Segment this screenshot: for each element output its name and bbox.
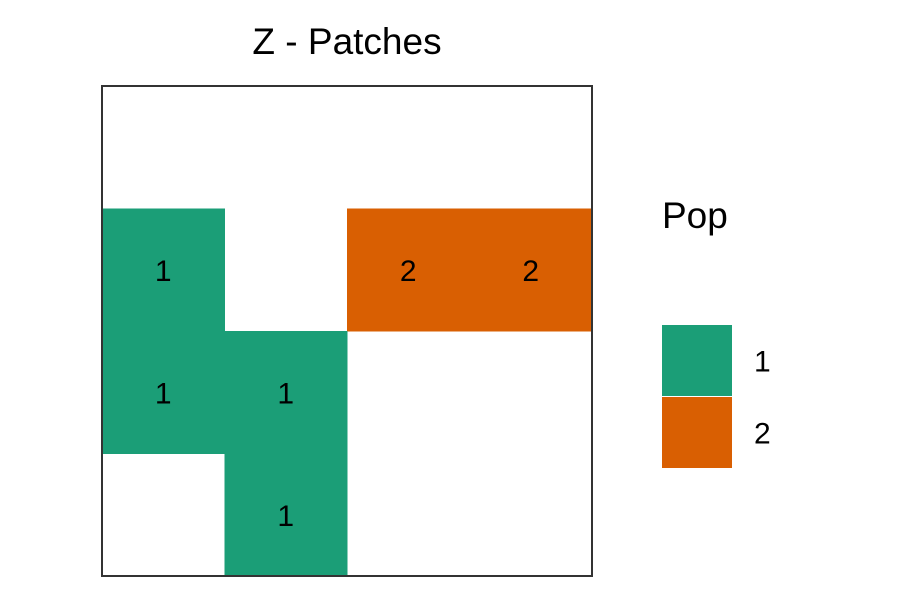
- patch-label: 1: [277, 377, 294, 410]
- patch-label: 2: [400, 255, 417, 288]
- patch-tile: [224, 331, 348, 454]
- legend-key: [662, 325, 732, 396]
- plot-panel: 1 2 2 1 1 1: [101, 85, 593, 577]
- panel-border: [101, 85, 593, 577]
- patch-label: 1: [155, 255, 172, 288]
- legend: Pop 1 2: [662, 195, 771, 468]
- patch-tile: [347, 208, 470, 332]
- patch-label: 1: [155, 377, 172, 410]
- patch-label: 2: [522, 255, 539, 288]
- patch-tile: [469, 208, 593, 332]
- patch-label: 1: [277, 500, 294, 533]
- patch-tile: [102, 331, 225, 454]
- chart-title: Z - Patches: [252, 21, 441, 62]
- legend-label: 1: [754, 346, 771, 379]
- patch-tile: [224, 453, 348, 577]
- legend-title: Pop: [662, 195, 728, 236]
- legend-label: 2: [754, 418, 771, 451]
- patch-tile: [102, 208, 225, 332]
- legend-key: [662, 397, 732, 468]
